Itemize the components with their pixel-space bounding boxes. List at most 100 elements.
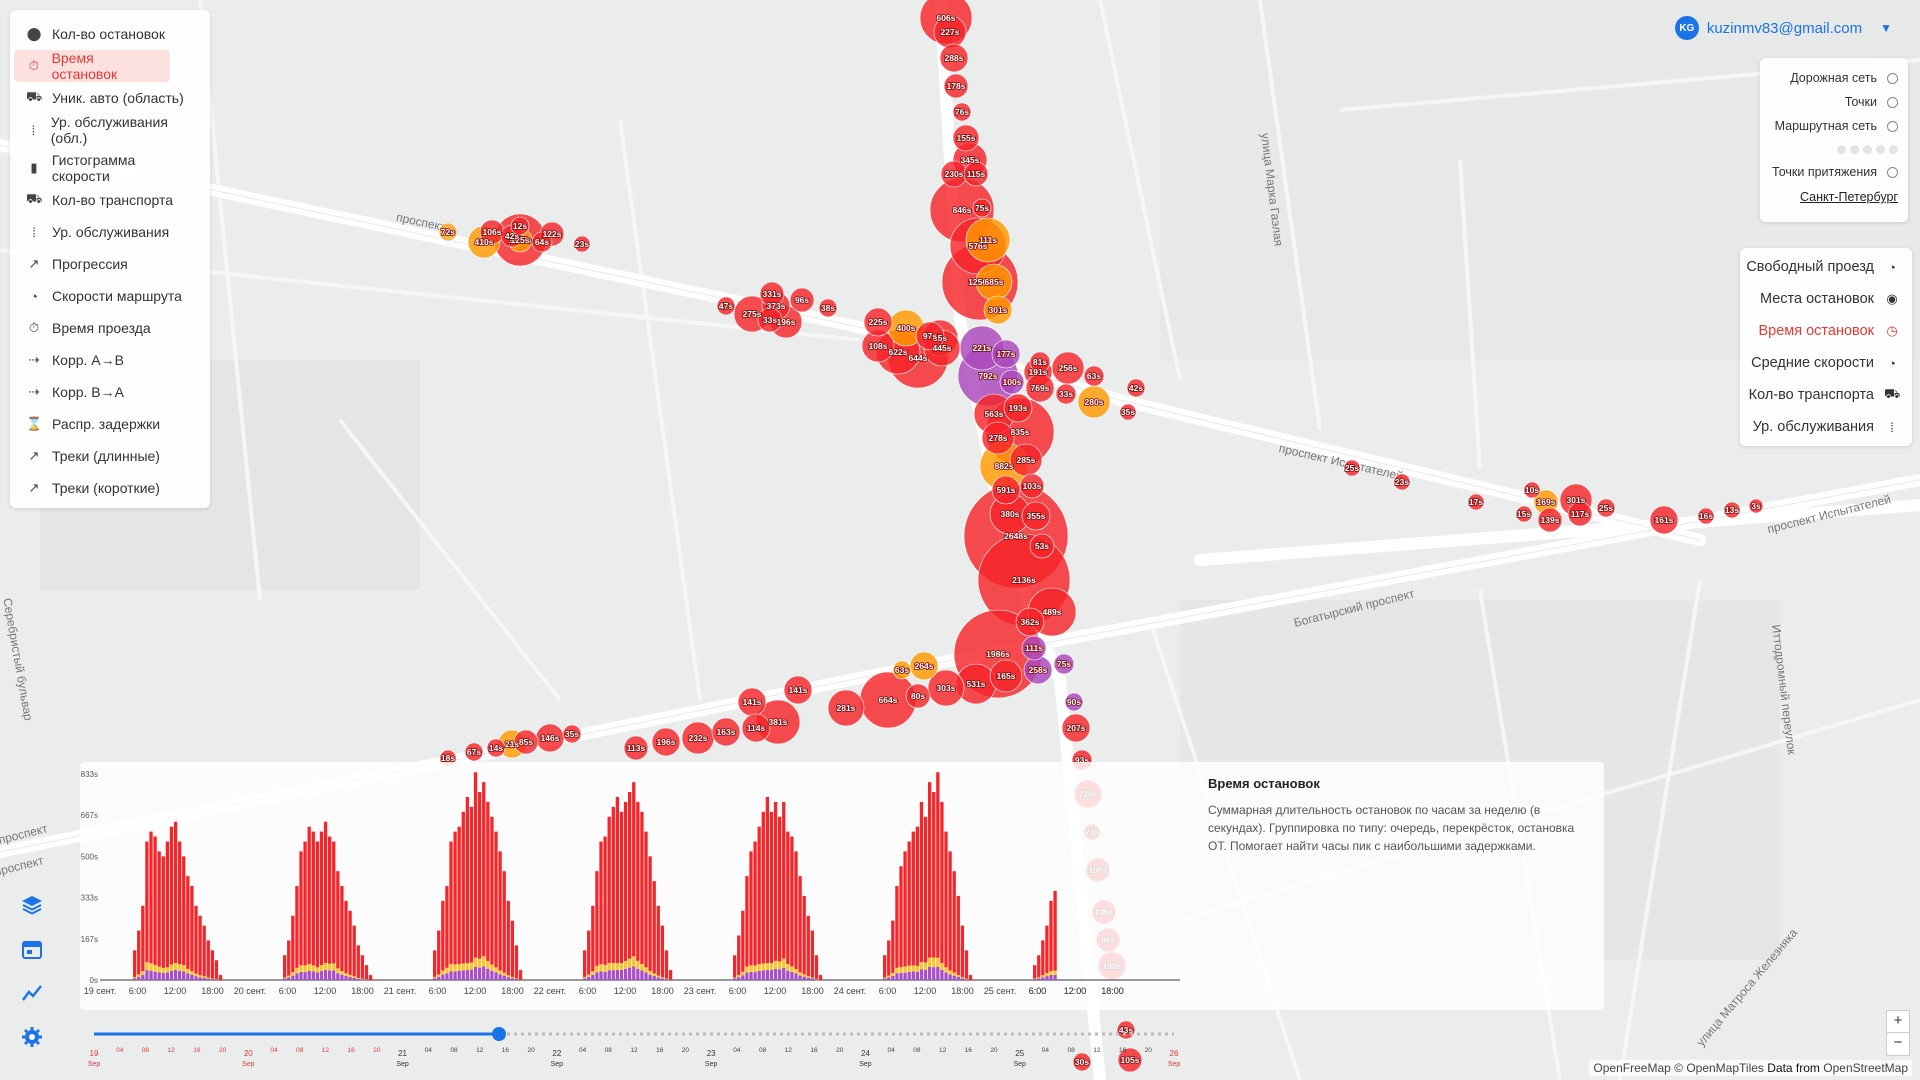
mode-item-2[interactable]: Время остановок ◷	[1740, 315, 1912, 347]
hour-bar[interactable]	[344, 900, 348, 980]
stop-bubble[interactable]	[999, 369, 1025, 395]
bubble-circle[interactable]	[1055, 383, 1077, 405]
stop-bubble[interactable]	[513, 729, 539, 755]
stop-bubble[interactable]	[905, 683, 931, 709]
hour-bar[interactable]	[307, 826, 311, 980]
hour-bar[interactable]	[145, 841, 149, 980]
stop-bubble[interactable]	[943, 73, 969, 99]
stop-bubble[interactable]	[1029, 533, 1055, 559]
radio-icon[interactable]	[1887, 72, 1898, 84]
hour-bar[interactable]	[287, 940, 291, 980]
stop-bubble[interactable]	[963, 161, 989, 187]
hour-bar[interactable]	[591, 905, 595, 980]
hour-bar[interactable]	[615, 796, 620, 980]
hour-bar[interactable]	[936, 772, 940, 980]
hour-bar[interactable]	[364, 965, 369, 980]
hour-bar[interactable]	[218, 975, 223, 980]
hour-bar[interactable]	[1049, 900, 1053, 980]
bubble-circle[interactable]	[915, 321, 945, 351]
calendar-icon[interactable]	[20, 938, 44, 962]
mode-item-3[interactable]: Средние скорости ◔	[1740, 347, 1912, 379]
bubble-circle[interactable]	[818, 298, 838, 318]
hour-bar[interactable]	[956, 895, 960, 980]
stop-bubble[interactable]	[965, 217, 1011, 263]
hour-bar[interactable]	[940, 801, 944, 980]
mode-item-0[interactable]: Свободный проезд ◔	[1740, 251, 1912, 283]
bubble-circle[interactable]	[486, 738, 506, 758]
hour-bar[interactable]	[506, 900, 510, 980]
hour-bar[interactable]	[668, 970, 673, 980]
bubble-circle[interactable]	[623, 735, 649, 761]
radio-icon[interactable]	[1887, 120, 1898, 132]
hour-bar[interactable]	[790, 836, 794, 980]
hour-bar[interactable]	[202, 925, 206, 980]
mode-item-5[interactable]: Ур. обслуживания ⁞	[1740, 411, 1912, 443]
account-menu[interactable]: KG kuzinmv83@gmail.com ▼	[1674, 16, 1892, 40]
bubble-circle[interactable]	[1029, 533, 1055, 559]
menu-item-0[interactable]: ⬤ Кол-во остановок	[14, 18, 206, 50]
attrib-openmaptiles[interactable]: © OpenMapTiles	[1674, 1061, 1764, 1075]
bubble-circle[interactable]	[1021, 635, 1047, 661]
stop-bubble[interactable]	[531, 231, 553, 253]
stop-bubble[interactable]	[759, 281, 785, 307]
hour-bar[interactable]	[944, 831, 948, 980]
zoom-in-button[interactable]: +	[1886, 1010, 1910, 1034]
hour-bar[interactable]	[814, 955, 819, 980]
bubble-circle[interactable]	[863, 307, 893, 337]
bubble-circle[interactable]	[989, 659, 1023, 693]
stop-bubble[interactable]	[1019, 473, 1045, 499]
bubble-circle[interactable]	[783, 675, 813, 705]
stop-bubble[interactable]	[1053, 653, 1075, 675]
bubble-circle[interactable]	[1393, 473, 1411, 491]
stop-bubble[interactable]	[1515, 505, 1533, 523]
bubble-circle[interactable]	[1515, 505, 1533, 523]
hour-bar[interactable]	[153, 836, 157, 980]
hour-bar[interactable]	[782, 801, 786, 980]
stop-bubble[interactable]	[573, 235, 591, 253]
stop-bubble[interactable]	[716, 296, 736, 316]
stop-bubble[interactable]	[1567, 501, 1593, 527]
stop-bubble[interactable]	[1003, 393, 1033, 423]
menu-item-1[interactable]: ⏱ Время остановок	[14, 50, 170, 82]
stop-time-histogram[interactable]: 0s 167s 333s 500s 667s 833s 19 сент. 6:00 12:00 1…	[80, 762, 1200, 1010]
stop-bubble[interactable]	[1596, 498, 1616, 518]
hour-bar[interactable]	[798, 876, 802, 980]
hour-bar[interactable]	[818, 975, 823, 980]
hour-bar[interactable]	[611, 806, 615, 980]
attrib-openfreemap[interactable]: OpenFreeMap	[1593, 1061, 1671, 1075]
hour-bar[interactable]	[178, 841, 182, 980]
hour-bar[interactable]	[502, 871, 506, 980]
hour-bar[interactable]	[948, 851, 952, 980]
bubble-circle[interactable]	[711, 717, 741, 747]
bubble-circle[interactable]	[943, 73, 969, 99]
hour-bar[interactable]	[960, 925, 965, 980]
hour-bar[interactable]	[173, 821, 178, 980]
stop-bubble[interactable]	[757, 307, 783, 333]
bubble-circle[interactable]	[513, 729, 539, 755]
bubble-circle[interactable]	[510, 216, 530, 236]
hour-bar[interactable]	[1045, 925, 1049, 980]
hour-bar[interactable]	[895, 886, 899, 980]
stop-bubble[interactable]	[939, 43, 969, 73]
hour-bar[interactable]	[660, 925, 665, 980]
hour-bar[interactable]	[968, 975, 973, 980]
bubble-circle[interactable]	[1083, 365, 1105, 387]
city-link[interactable]: Санкт-Петербург	[1799, 190, 1898, 204]
hour-bar[interactable]	[802, 895, 806, 980]
hour-bar[interactable]	[490, 816, 494, 980]
stop-bubble[interactable]	[927, 669, 965, 707]
menu-item-7[interactable]: ↗ Прогрессия	[14, 248, 206, 280]
bubble-circle[interactable]	[1025, 373, 1055, 403]
stop-bubble[interactable]	[562, 724, 582, 744]
stop-bubble[interactable]	[741, 713, 771, 743]
bubble-circle[interactable]	[1537, 507, 1563, 533]
stop-bubble[interactable]	[711, 717, 741, 747]
hour-bar[interactable]	[441, 900, 445, 980]
stop-bubble[interactable]	[1523, 481, 1541, 499]
hour-bar[interactable]	[753, 841, 757, 980]
bubble-circle[interactable]	[1649, 505, 1679, 535]
stop-bubble[interactable]	[1119, 403, 1137, 421]
hour-bar[interactable]	[437, 930, 441, 980]
hour-bar[interactable]	[194, 905, 198, 980]
hour-bar[interactable]	[332, 841, 336, 980]
